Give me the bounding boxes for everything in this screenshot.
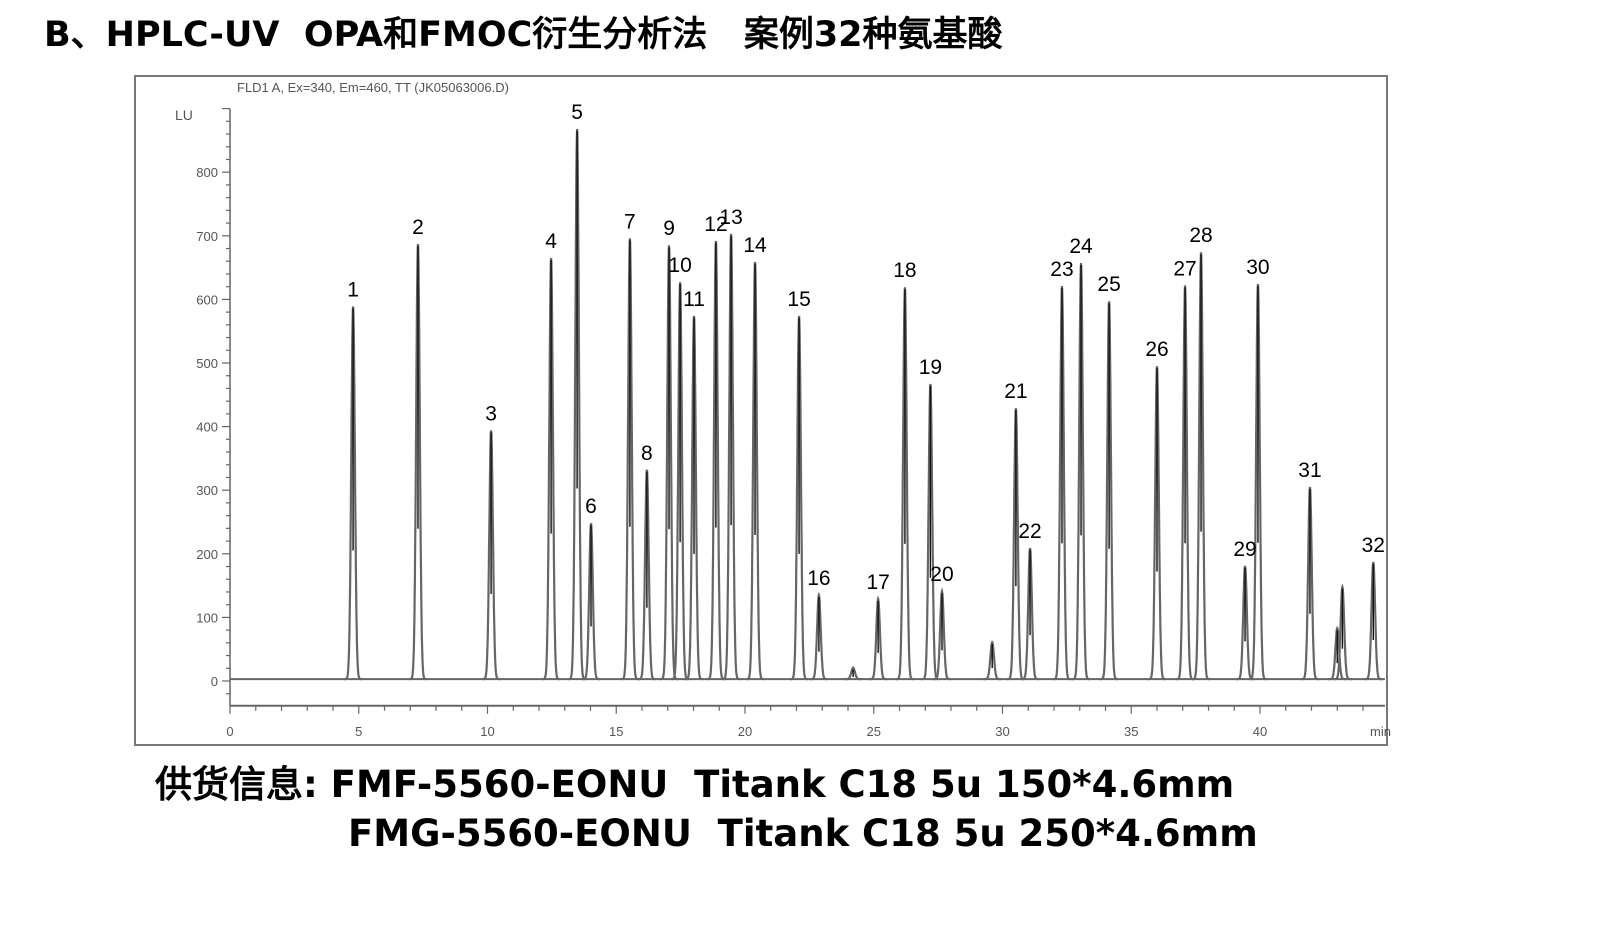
peak-label: 18 [893, 259, 916, 282]
peak-label: 27 [1173, 257, 1196, 280]
x-tick-label: 35 [1124, 724, 1138, 739]
peak-17 [869, 595, 887, 681]
peak-22 [1021, 547, 1039, 681]
peak-label: 31 [1298, 459, 1321, 482]
chart-title: FLD1 A, Ex=340, Em=460, TT (JK05063006.D… [237, 80, 509, 95]
peak-label: 30 [1246, 256, 1269, 279]
peak-11 [685, 315, 703, 681]
minor-peak [1333, 583, 1352, 681]
peak-23 [1053, 285, 1071, 681]
peak-2 [409, 244, 427, 681]
x-tick-label: 15 [609, 724, 623, 739]
y-tick-label: 400 [196, 420, 218, 435]
x-axis-label: min [1370, 724, 1391, 739]
x-tick-label: 20 [738, 724, 752, 739]
minor-peak [1328, 625, 1347, 681]
peak-7 [620, 238, 639, 681]
peak-label: 32 [1362, 534, 1385, 557]
x-tick-label: 5 [355, 724, 362, 739]
peak-31 [1300, 486, 1319, 681]
y-tick-label: 500 [196, 356, 218, 371]
peak-label: 19 [919, 356, 942, 379]
x-tick-label: 10 [480, 724, 494, 739]
peak-24 [1072, 263, 1090, 681]
peak-label: 29 [1233, 538, 1256, 561]
chart-frame [134, 75, 1388, 746]
page-title: B、HPLC-UV OPA和FMOC衍生分析法 案例32种氨基酸 [44, 15, 1003, 55]
supply-info-line-1: 供货信息: FMF-5560-EONU Titank C18 5u 150*4.… [155, 763, 1235, 806]
peak-27 [1176, 285, 1195, 681]
peak-label: 14 [743, 234, 767, 257]
y-tick-label: 600 [196, 292, 218, 307]
peak-label: 26 [1145, 338, 1168, 361]
peak-label: 5 [571, 101, 583, 124]
peak-28 [1192, 252, 1210, 681]
peak-label: 12 [704, 213, 727, 236]
peak-26 [1148, 366, 1166, 681]
peak-1 [344, 306, 363, 681]
peak-label: 21 [1004, 380, 1027, 403]
peak-3 [482, 430, 501, 681]
peak-label: 11 [683, 288, 705, 311]
peak-label: 9 [663, 217, 675, 240]
peak-21 [1006, 408, 1025, 681]
peak-15 [790, 315, 808, 681]
peak-8 [637, 469, 656, 681]
peak-label: 3 [485, 402, 497, 425]
y-tick-label: 200 [196, 547, 218, 562]
peak-30 [1248, 284, 1267, 681]
y-tick-label: 0 [211, 674, 218, 689]
peak-label: 2 [412, 216, 424, 239]
y-tick-label: 800 [196, 165, 218, 180]
peak-25 [1100, 301, 1119, 681]
peak-20 [933, 587, 951, 681]
peak-label: 16 [807, 567, 830, 590]
peak-label: 25 [1097, 273, 1120, 296]
peak-5 [568, 128, 587, 681]
peak-4 [542, 258, 561, 681]
peak-label: 15 [787, 288, 810, 311]
peak-label: 1 [347, 278, 359, 301]
x-tick-label: 0 [226, 724, 233, 739]
peak-label: 23 [1050, 258, 1073, 281]
peak-label: 28 [1189, 224, 1212, 247]
peak-label: 20 [930, 563, 953, 586]
peak-6 [582, 523, 600, 681]
peak-label: 4 [545, 230, 557, 253]
supply-info-line-2: FMG-5560-EONU Titank C18 5u 250*4.6mm [348, 812, 1258, 855]
minor-peak [844, 666, 862, 681]
peak-label: 7 [624, 210, 636, 233]
x-tick-label: 30 [995, 724, 1009, 739]
peak-32 [1364, 561, 1383, 681]
peak-label: 13 [719, 206, 742, 229]
y-tick-label: 300 [196, 483, 218, 498]
peak-16 [809, 591, 828, 681]
y-tick-label: 700 [196, 229, 218, 244]
peak-label: 10 [668, 254, 691, 277]
y-tick-label: 100 [196, 610, 218, 625]
y-axis-label: LU [175, 107, 193, 123]
x-tick-label: 40 [1253, 724, 1267, 739]
peak-label: 6 [585, 495, 597, 518]
peak-label: 24 [1069, 235, 1093, 258]
peak-label: 8 [641, 442, 653, 465]
peak-label: 17 [866, 571, 889, 594]
minor-peak [983, 640, 1001, 681]
x-tick-label: 25 [867, 724, 881, 739]
peak-label: 22 [1018, 520, 1041, 543]
